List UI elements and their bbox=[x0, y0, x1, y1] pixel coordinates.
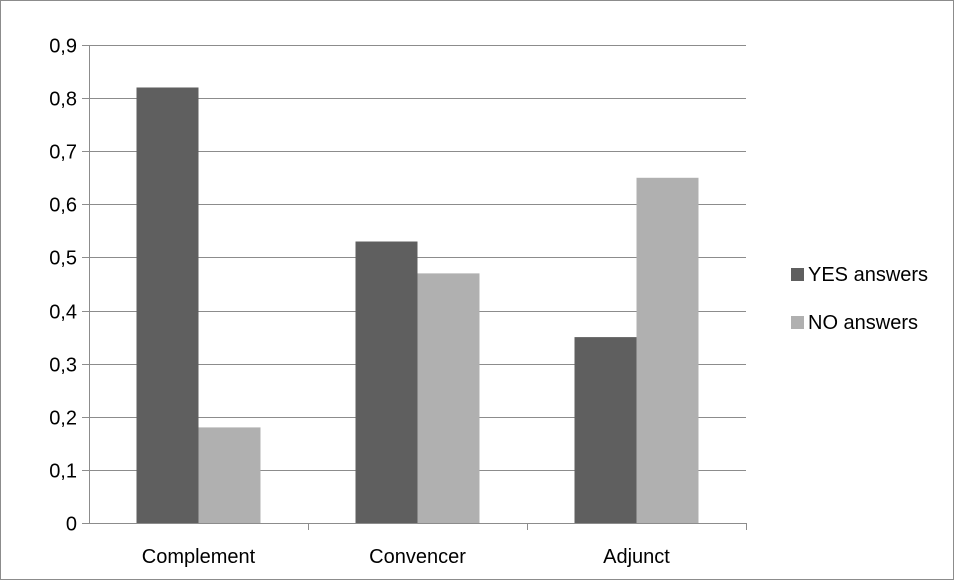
bar-no-adjunct bbox=[636, 177, 699, 523]
y-tick-label: 0,9 bbox=[49, 36, 77, 58]
bar-yes-complement bbox=[136, 87, 199, 523]
y-tick-label: 0,5 bbox=[49, 248, 77, 270]
legend-label: YES answers bbox=[808, 264, 928, 286]
legend-label: NO answers bbox=[808, 312, 918, 334]
y-tick-label: 0,4 bbox=[49, 302, 77, 324]
y-tick-label: 0 bbox=[66, 514, 77, 536]
y-tick-label: 0,2 bbox=[49, 408, 77, 430]
y-tick-label: 0,6 bbox=[49, 195, 77, 217]
axes: 0 0,1 0,2 0,3 0,4 0,5 0,6 0,7 0,8 0,9 Complement Co… bbox=[49, 36, 747, 568]
x-category-label: Convencer bbox=[369, 546, 466, 568]
y-tick-label: 0,7 bbox=[49, 142, 77, 164]
y-tick-label: 0,3 bbox=[49, 355, 77, 377]
legend-swatch bbox=[791, 268, 804, 281]
y-tick-label: 0,8 bbox=[49, 89, 77, 111]
bar-no-complement bbox=[198, 427, 261, 523]
legend-swatch bbox=[791, 316, 804, 329]
legend: YES answers NO answers bbox=[791, 264, 928, 334]
bar-yes-adjunct bbox=[574, 337, 637, 523]
x-category-label: Adjunct bbox=[603, 546, 670, 568]
y-tick-label: 0,1 bbox=[49, 461, 77, 483]
bars bbox=[136, 87, 699, 523]
x-category-label: Complement bbox=[142, 546, 256, 568]
bar-yes-convencer bbox=[355, 241, 418, 523]
bar-no-convencer bbox=[417, 273, 480, 523]
